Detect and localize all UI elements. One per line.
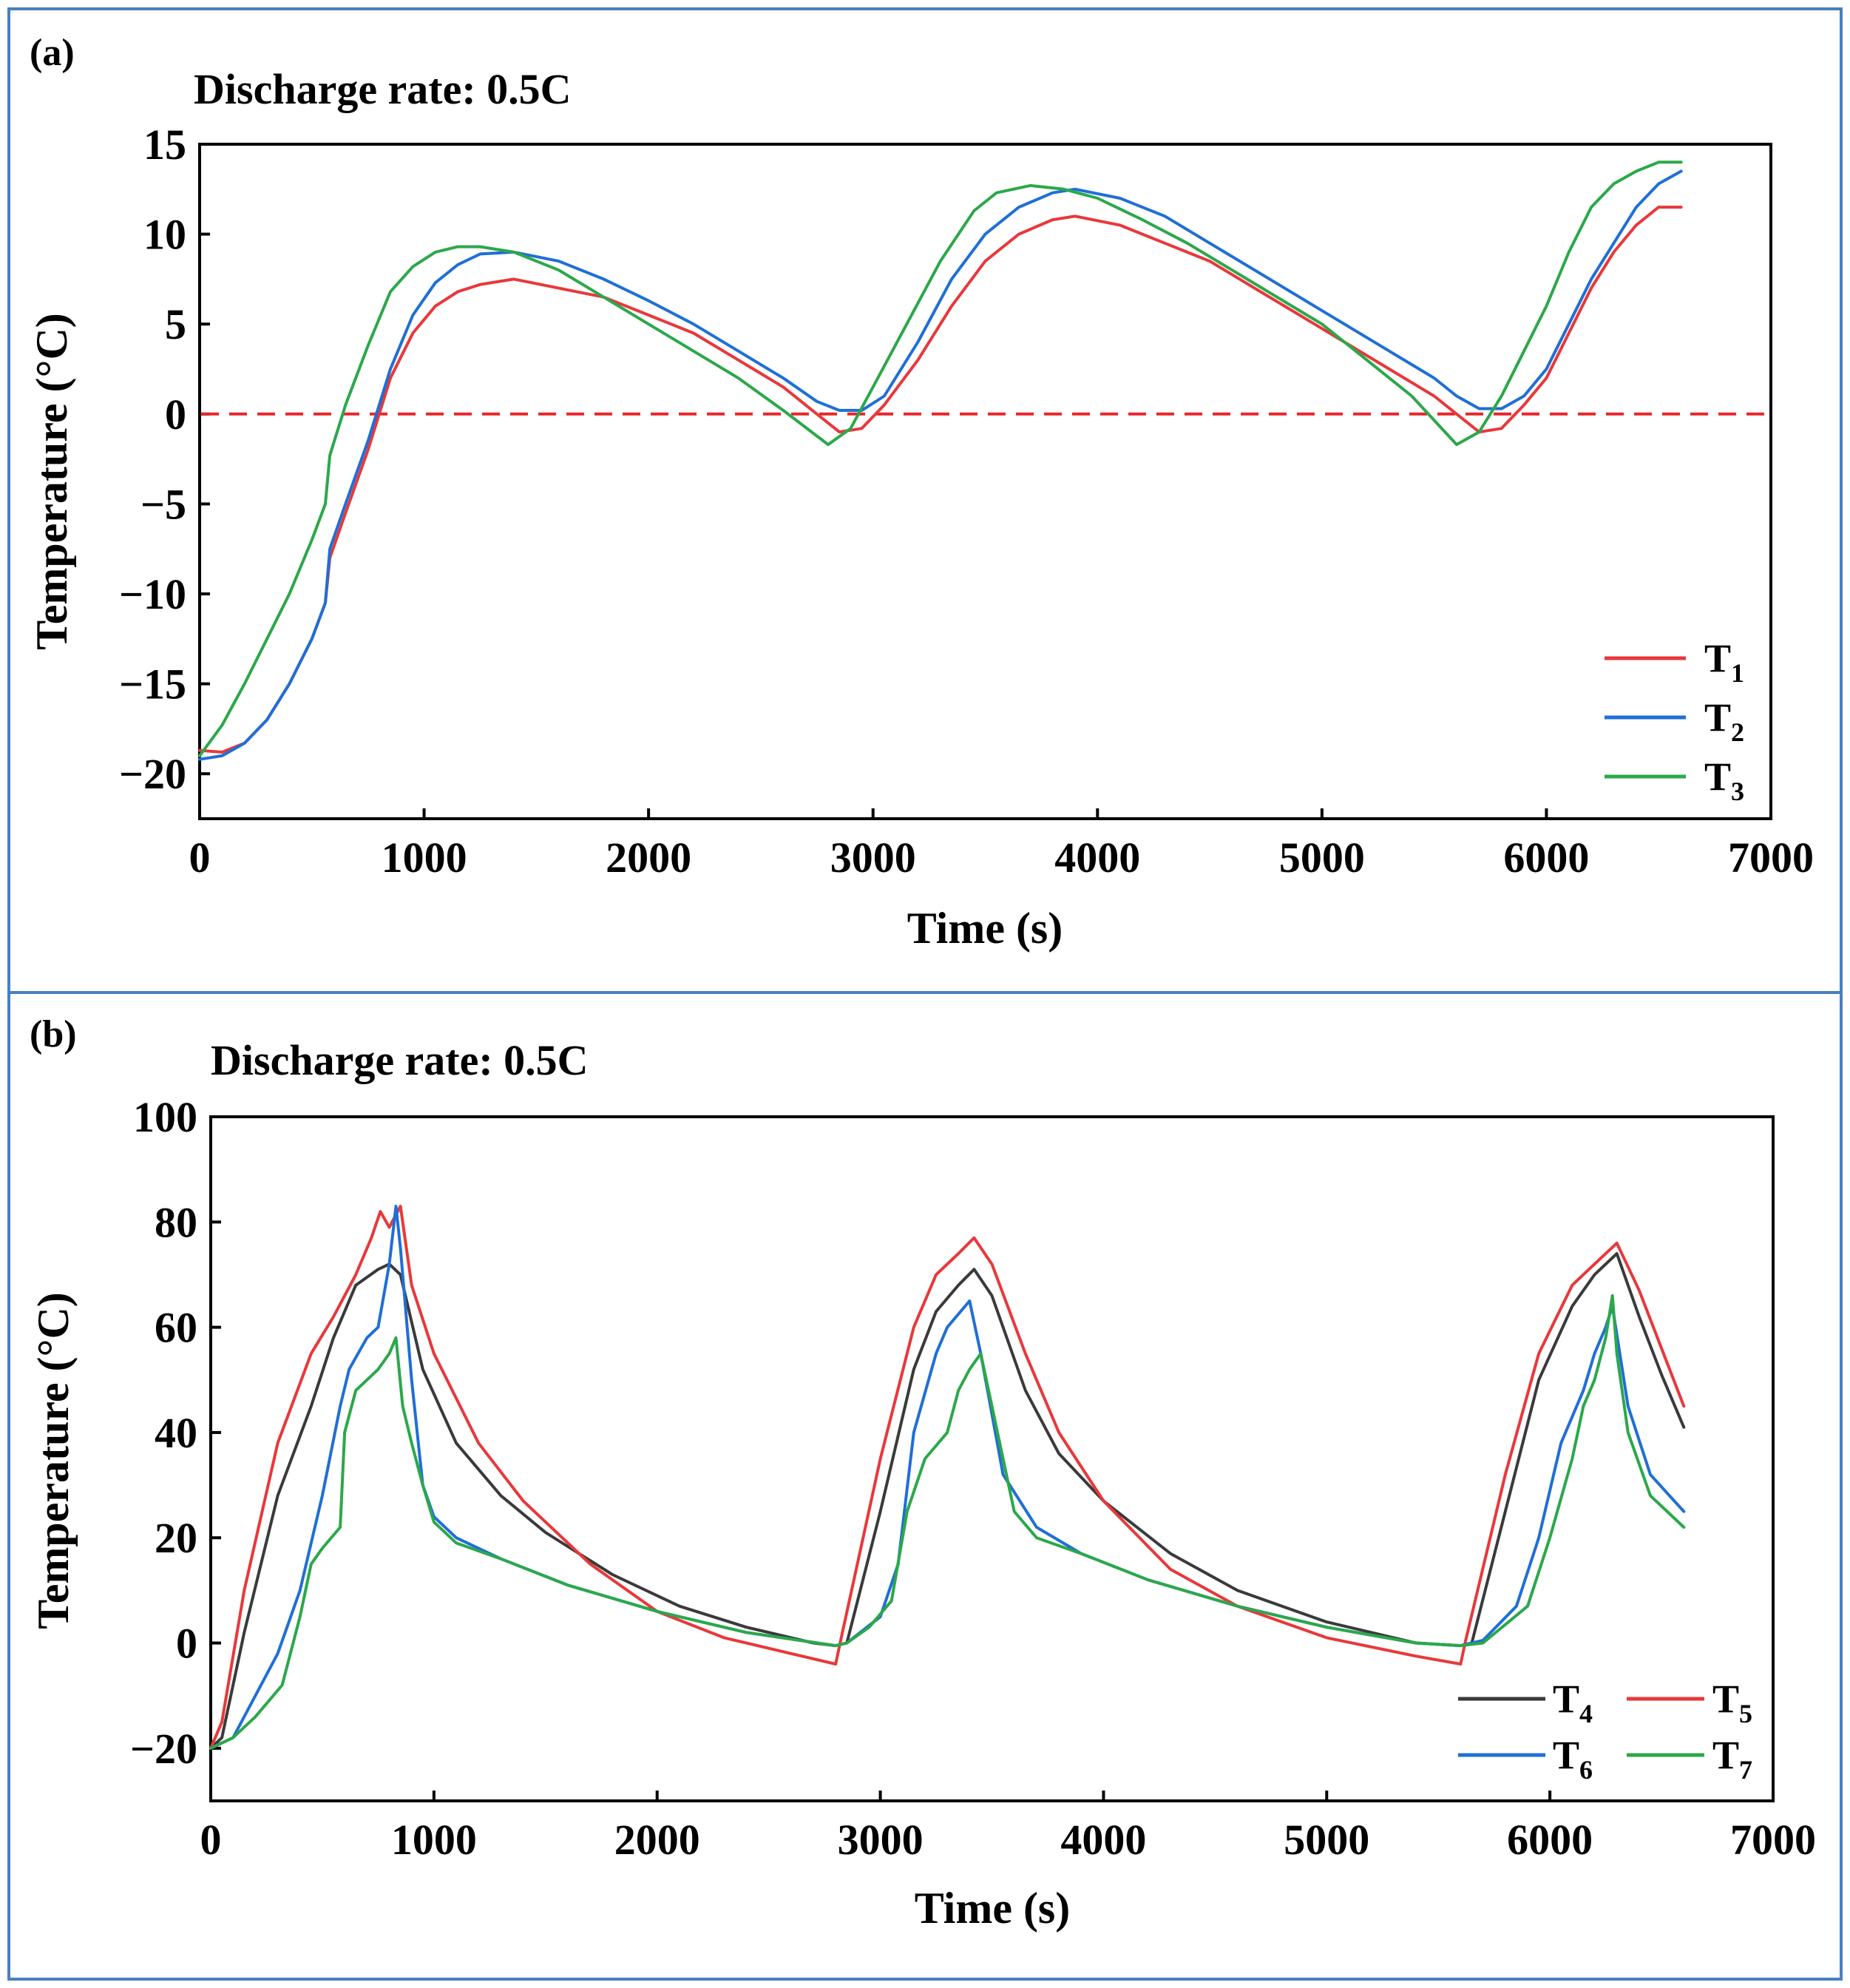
- panel-a-series-T3-line: [198, 160, 1683, 757]
- panel-a-x-tick-label: 3000: [830, 834, 916, 882]
- panel-b-border: [7, 991, 1843, 1981]
- panel-a-y-tick-label: −15: [119, 660, 186, 709]
- panel-b-y-tick-label: 0: [176, 1620, 197, 1668]
- panel-b-series-T7-line: [209, 1294, 1686, 1750]
- panel-a-x-tick-label: 2000: [606, 834, 691, 882]
- panel-a-x-tick-label: 1000: [382, 834, 467, 882]
- panel-a-y-tick-label: −20: [119, 750, 186, 798]
- panel-b-x-tick-label: 5000: [1284, 1816, 1369, 1864]
- panel-b-y-tick-label: 40: [155, 1409, 197, 1457]
- panel-b-plot-area: [209, 1115, 1775, 1802]
- panel-b-y-tick-label: −20: [130, 1725, 197, 1773]
- legend-T3-label: T3: [1704, 754, 1744, 806]
- panel-b-x-tick-label: 1000: [391, 1816, 477, 1864]
- panel-b-series-T4-line: [209, 1252, 1686, 1750]
- panel-b-x-tick-label: 0: [200, 1816, 222, 1864]
- panel-a-y-tick-label: −10: [119, 570, 186, 618]
- panel-a-title: Discharge rate: 0.5C: [194, 65, 572, 113]
- panel-b-x-axis-title: Time (s): [915, 1884, 1071, 1933]
- panel-b-title: Discharge rate: 0.5C: [211, 1036, 589, 1084]
- panel-b-y-tick-label: 60: [155, 1304, 197, 1352]
- panel-b-ticks: 0 1000 2000 3000 4000 5000 6000 7000−2002040608…: [130, 1093, 1816, 1864]
- panel-b-x-tick-label: 2000: [614, 1816, 700, 1864]
- panel-b-y-tick-label: 80: [155, 1198, 197, 1246]
- panel-b-series-lines: [209, 1205, 1686, 1750]
- panel-a-x-tick-label: 6000: [1503, 834, 1589, 882]
- panel-b-y-axis-title: Temperature (°C): [29, 1292, 78, 1629]
- panel-b: (b) Discharge rate: 0.5C 0 1000 2000 3000 40…: [7, 991, 1843, 1981]
- panel-a-x-tick-label: 0: [189, 834, 211, 882]
- panel-a-ticks: 0 1000 2000 3000 4000 5000 6000 7000 −20 −15 −10 −5…: [119, 121, 1814, 882]
- panel-a-y-axis-title: Temperature (°C): [27, 313, 76, 650]
- panel-a-x-tick-label: 5000: [1279, 834, 1365, 882]
- panel-a-x-axis-title: Time (s): [907, 904, 1063, 953]
- panel-b-series-T5-line: [209, 1205, 1686, 1750]
- panel-a-y-tick-label: 15: [143, 121, 186, 169]
- panel-b-x-tick-label: 7000: [1730, 1816, 1816, 1864]
- panel-a-x-tick-label: 4000: [1054, 834, 1140, 882]
- panel-a-y-tick-label: 10: [143, 211, 186, 259]
- panel-a-y-tick-label: 0: [165, 390, 186, 439]
- panel-b-label: (b): [30, 1013, 77, 1055]
- panel-b-x-tick-label: 3000: [838, 1816, 924, 1864]
- panel-a-series-lines: [198, 160, 1683, 761]
- panel-a-x-tick-label: 7000: [1728, 834, 1814, 882]
- panel-b-y-tick-label: 20: [155, 1514, 197, 1562]
- panel-a-plot-area: [198, 143, 1772, 820]
- panel-a-label: (a): [30, 32, 75, 74]
- panel-a: (a) Discharge rate: 0.5C 0 1000 2000 3000 40…: [7, 7, 1843, 994]
- panel-a-series-T1-line: [198, 206, 1683, 754]
- panel-a-y-tick-label: −5: [140, 480, 186, 528]
- panel-a-y-tick-label: 5: [165, 300, 186, 348]
- panel-b-x-tick-label: 4000: [1060, 1816, 1146, 1864]
- panel-b-x-tick-label: 6000: [1507, 1816, 1593, 1864]
- panel-b-y-tick-label: 100: [133, 1093, 197, 1141]
